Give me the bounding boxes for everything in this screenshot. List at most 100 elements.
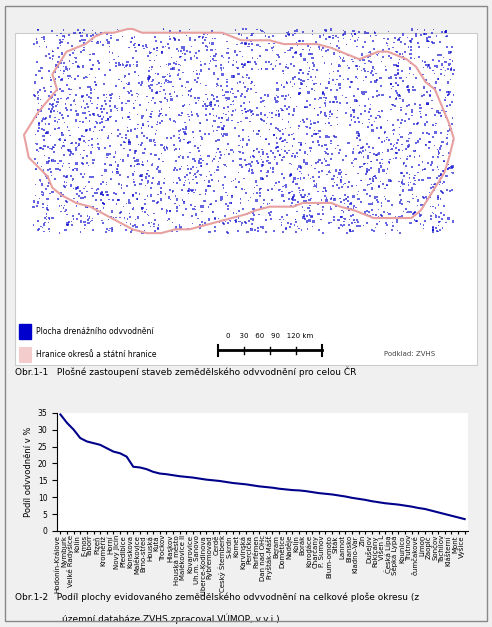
Point xyxy=(129,169,137,179)
Point xyxy=(208,121,216,131)
Point xyxy=(227,99,235,109)
Point xyxy=(90,157,97,167)
Point xyxy=(335,62,342,72)
Point xyxy=(354,128,362,138)
Point xyxy=(143,169,151,179)
Point xyxy=(115,179,123,189)
Point xyxy=(156,87,164,97)
Point xyxy=(202,189,210,199)
Point xyxy=(198,220,206,230)
Point xyxy=(177,223,184,233)
Point xyxy=(49,46,57,56)
Point xyxy=(336,61,343,71)
Point xyxy=(373,155,381,166)
Point xyxy=(296,36,304,46)
Point xyxy=(395,80,402,90)
Point xyxy=(97,103,105,113)
Point xyxy=(429,224,437,234)
Point xyxy=(424,194,431,204)
Point xyxy=(287,160,295,170)
Point xyxy=(301,190,309,200)
Point xyxy=(447,75,455,85)
Point xyxy=(286,187,294,198)
Point xyxy=(157,108,165,119)
Point xyxy=(278,155,286,165)
Point xyxy=(322,148,330,158)
Point xyxy=(367,112,375,122)
Point xyxy=(443,133,451,143)
Point xyxy=(248,168,256,178)
Point xyxy=(146,63,154,73)
Point xyxy=(84,102,92,112)
Point xyxy=(239,73,247,83)
Point xyxy=(74,182,82,192)
Point xyxy=(161,89,169,99)
Point xyxy=(76,186,84,196)
Point xyxy=(364,66,372,76)
Point xyxy=(134,89,142,99)
Point xyxy=(307,119,315,129)
Point xyxy=(92,188,99,198)
Point xyxy=(362,72,370,82)
Point xyxy=(329,181,337,191)
Point xyxy=(261,102,269,112)
Point xyxy=(234,63,242,73)
Point xyxy=(437,170,445,180)
Point xyxy=(126,125,134,135)
Point xyxy=(224,57,232,67)
Point xyxy=(419,56,427,66)
Point xyxy=(116,60,124,70)
Point xyxy=(376,158,384,168)
Point xyxy=(321,111,329,121)
Point xyxy=(285,194,293,204)
Point xyxy=(83,90,91,100)
Point xyxy=(175,65,183,75)
Point xyxy=(285,130,293,140)
Point xyxy=(206,227,214,237)
Point xyxy=(362,169,370,179)
Point xyxy=(379,51,387,61)
Point xyxy=(56,38,63,48)
Point xyxy=(110,187,118,198)
Point xyxy=(32,112,40,122)
Point xyxy=(335,33,342,43)
Point xyxy=(51,140,59,150)
Point xyxy=(93,36,101,46)
Point xyxy=(32,145,40,155)
Point xyxy=(93,185,101,195)
Point xyxy=(234,78,242,88)
Point xyxy=(68,73,76,83)
Point xyxy=(64,122,72,132)
Point xyxy=(119,156,126,166)
Point xyxy=(365,115,373,125)
Point xyxy=(228,198,236,208)
Point xyxy=(130,167,138,177)
Point xyxy=(279,125,287,135)
Point xyxy=(117,140,125,150)
Point xyxy=(155,177,163,187)
Point xyxy=(247,161,255,171)
Point xyxy=(267,214,275,224)
Point xyxy=(228,191,236,201)
Point xyxy=(396,49,404,59)
Point xyxy=(94,139,102,149)
Point xyxy=(151,32,159,42)
Point xyxy=(283,78,291,88)
Point xyxy=(351,54,359,64)
Point xyxy=(259,174,267,184)
Point xyxy=(399,48,406,58)
Point xyxy=(330,214,338,224)
Point xyxy=(436,144,444,154)
Point xyxy=(183,170,190,180)
Point xyxy=(370,65,378,75)
Point xyxy=(112,61,120,71)
Point xyxy=(241,217,249,227)
Point xyxy=(61,32,68,42)
Point xyxy=(137,80,145,90)
Point xyxy=(58,74,66,84)
Point xyxy=(69,58,77,68)
Point xyxy=(103,29,111,39)
Point xyxy=(295,88,303,98)
Point xyxy=(173,91,181,101)
Point xyxy=(197,65,205,75)
